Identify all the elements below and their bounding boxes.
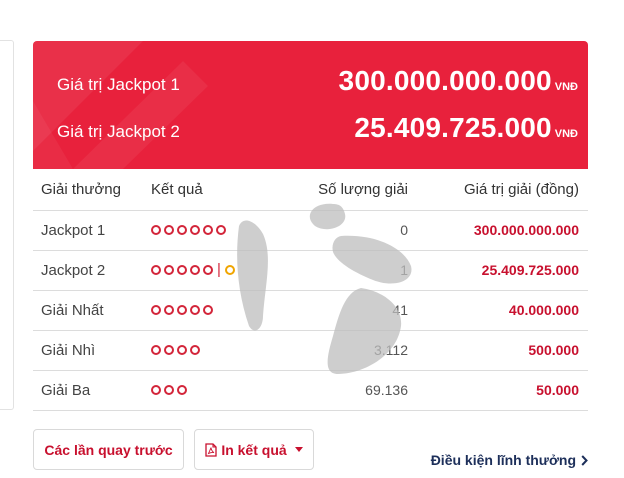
chevron-right-icon bbox=[581, 454, 588, 466]
ball-icon bbox=[164, 224, 174, 235]
header-value: Giá trị giải (đồng) bbox=[408, 169, 588, 211]
table-row: Giải Nhất 41 40.000.000 bbox=[33, 290, 588, 331]
ball-icon bbox=[203, 304, 213, 315]
banner-decoration bbox=[33, 41, 208, 169]
prize-value-cell: 50.000 bbox=[408, 370, 588, 411]
jackpot-banner: Giá trị Jackpot 1 300.000.000.000 VNĐ Giá… bbox=[33, 41, 588, 169]
ball-icon bbox=[164, 384, 174, 395]
ball-icon bbox=[190, 264, 200, 275]
ball-icon bbox=[190, 304, 200, 315]
ball-icon bbox=[177, 304, 187, 315]
prize-terms-link[interactable]: Điều kiện lĩnh thưởng bbox=[431, 452, 588, 468]
result-balls bbox=[151, 384, 187, 395]
winner-count-cell: 3.112 bbox=[281, 330, 408, 371]
prize-value-cell: 40.000.000 bbox=[408, 290, 588, 331]
prize-table: Giải thưởng Kết quả Số lượng giải Giá tr… bbox=[33, 169, 588, 411]
result-cell bbox=[151, 290, 281, 331]
ball-icon bbox=[151, 384, 161, 395]
result-balls bbox=[151, 304, 213, 315]
ball-icon bbox=[151, 224, 161, 235]
previous-draws-button[interactable]: Các lần quay trước bbox=[33, 429, 184, 470]
table-row: Jackpot 1 0 300.000.000.000 bbox=[33, 210, 588, 251]
results-card: Giá trị Jackpot 1 300.000.000.000 VNĐ Giá… bbox=[33, 41, 588, 411]
result-cell bbox=[151, 210, 281, 251]
prize-name-cell: Jackpot 2 bbox=[33, 250, 151, 291]
result-cell: | bbox=[151, 250, 281, 291]
header-result: Kết quả bbox=[151, 169, 281, 211]
jackpot-1-label: Giá trị Jackpot 1 bbox=[57, 75, 180, 94]
winner-count-cell: 69.136 bbox=[281, 370, 408, 411]
prize-name-cell: Jackpot 1 bbox=[33, 210, 151, 251]
result-balls bbox=[151, 224, 226, 235]
ball-icon bbox=[177, 224, 187, 235]
jackpot-2-unit: VNĐ bbox=[554, 128, 578, 140]
jackpot-2-row: Giá trị Jackpot 2 25.409.725.000 VNĐ bbox=[57, 112, 578, 144]
ball-icon bbox=[190, 224, 200, 235]
table-row: Jackpot 2 | 1 25.409.725.000 bbox=[33, 250, 588, 291]
ball-icon bbox=[151, 344, 161, 355]
ball-icon bbox=[177, 384, 187, 395]
header-prize: Giải thưởng bbox=[33, 169, 151, 211]
table-header-row: Giải thưởng Kết quả Số lượng giải Giá tr… bbox=[33, 169, 588, 211]
ball-icon bbox=[164, 264, 174, 275]
left-side-panel bbox=[0, 40, 14, 410]
table-row: Giải Ba 69.136 50.000 bbox=[33, 370, 588, 411]
ball-icon bbox=[164, 304, 174, 315]
result-cell bbox=[151, 330, 281, 371]
bonus-ball-icon bbox=[224, 264, 235, 275]
result-balls bbox=[151, 344, 200, 355]
ball-icon bbox=[203, 264, 213, 275]
ball-icon bbox=[177, 344, 187, 355]
print-results-button[interactable]: In kết quả bbox=[194, 429, 314, 470]
ball-separator: | bbox=[217, 261, 221, 278]
ball-icon bbox=[151, 264, 161, 275]
ball-icon bbox=[203, 224, 213, 235]
prize-name-cell: Giải Nhất bbox=[33, 290, 151, 331]
prize-name-cell: Giải Nhì bbox=[33, 330, 151, 371]
prize-terms-label: Điều kiện lĩnh thưởng bbox=[430, 452, 576, 468]
pdf-icon bbox=[205, 442, 217, 457]
prize-value-cell: 300.000.000.000 bbox=[408, 210, 588, 251]
winner-count-cell: 0 bbox=[281, 210, 408, 251]
ball-icon bbox=[177, 264, 187, 275]
ball-icon bbox=[190, 344, 200, 355]
jackpot-2-amount: 25.409.725.000 bbox=[354, 112, 552, 143]
prize-value-cell: 25.409.725.000 bbox=[408, 250, 588, 291]
jackpot-1-row: Giá trị Jackpot 1 300.000.000.000 VNĐ bbox=[57, 65, 578, 97]
winner-count-cell: 41 bbox=[281, 290, 408, 331]
prize-value-cell: 500.000 bbox=[408, 330, 588, 371]
result-balls: | bbox=[151, 262, 235, 277]
jackpot-1-unit: VNĐ bbox=[554, 81, 578, 93]
prize-name-cell: Giải Ba bbox=[33, 370, 151, 411]
winner-count-cell: 1 bbox=[281, 250, 408, 291]
print-results-label: In kết quả bbox=[221, 441, 287, 458]
caret-down-icon bbox=[294, 447, 303, 452]
ball-icon bbox=[216, 224, 226, 235]
result-cell bbox=[151, 370, 281, 411]
ball-icon bbox=[151, 304, 161, 315]
jackpot-2-label: Giá trị Jackpot 2 bbox=[57, 122, 180, 141]
header-count: Số lượng giải bbox=[281, 169, 408, 211]
ball-icon bbox=[164, 344, 174, 355]
table-row: Giải Nhì 3.112 500.000 bbox=[33, 330, 588, 371]
jackpot-1-amount: 300.000.000.000 bbox=[338, 65, 552, 96]
